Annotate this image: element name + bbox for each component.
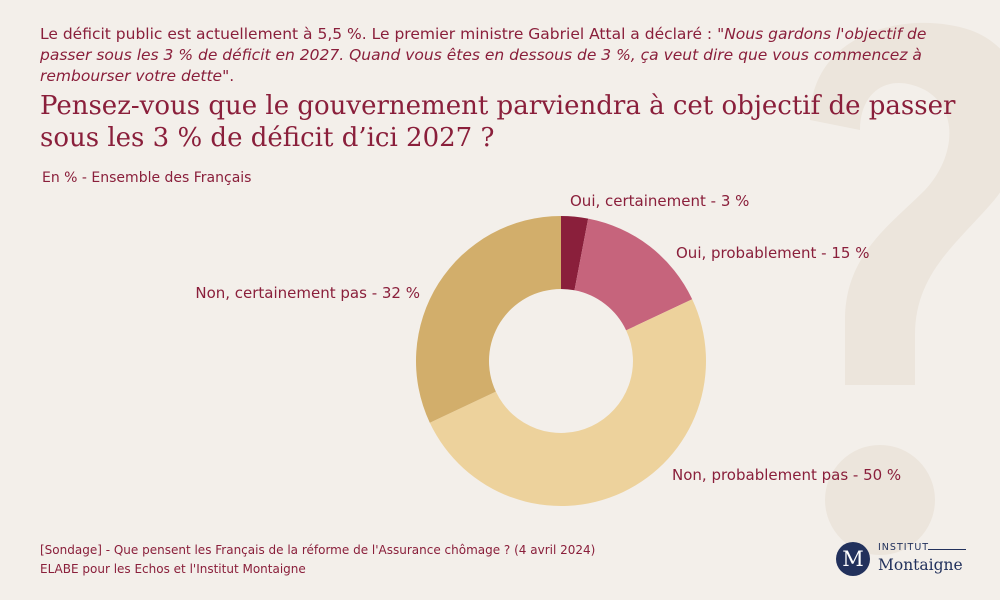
source-line-2: ELABE pour les Echos et l'Institut Monta… bbox=[40, 562, 306, 576]
logo-bottom-text: Montaigne bbox=[878, 556, 963, 574]
donut-slice-2 bbox=[574, 218, 693, 331]
chart-subtitle: En % - Ensemble des Français bbox=[42, 170, 252, 186]
intro-text: Le déficit public est actuellement à 5,5… bbox=[40, 24, 960, 87]
logo-top-text: INSTITUT bbox=[878, 542, 930, 553]
source-line-1: [Sondage] - Que pensent les Français de … bbox=[40, 543, 596, 557]
slice-label-4: Non, certainement pas - 32 % bbox=[195, 284, 420, 302]
donut-slice-3 bbox=[429, 299, 707, 506]
logo-divider bbox=[928, 549, 966, 550]
slice-label-2: Oui, probablement - 15 % bbox=[676, 244, 869, 262]
institut-montaigne-logo: M INSTITUT Montaigne bbox=[836, 540, 976, 580]
slice-label-1: Oui, certainement - 3 % bbox=[570, 192, 749, 210]
intro-tail: ". bbox=[222, 67, 235, 85]
source-footer: [Sondage] - Que pensent les Français de … bbox=[40, 541, 595, 579]
question-title: Pensez-vous que le gouvernement parviend… bbox=[40, 91, 956, 153]
slice-label-3: Non, probablement pas - 50 % bbox=[672, 466, 901, 484]
intro-lead: Le déficit public est actuellement à 5,5… bbox=[40, 25, 725, 43]
donut-slice-1 bbox=[561, 216, 589, 291]
donut-slice-4 bbox=[415, 216, 561, 423]
intro-quote: Nous gardons l'objectif de passer sous l… bbox=[40, 25, 927, 85]
logo-badge: M bbox=[836, 542, 870, 576]
